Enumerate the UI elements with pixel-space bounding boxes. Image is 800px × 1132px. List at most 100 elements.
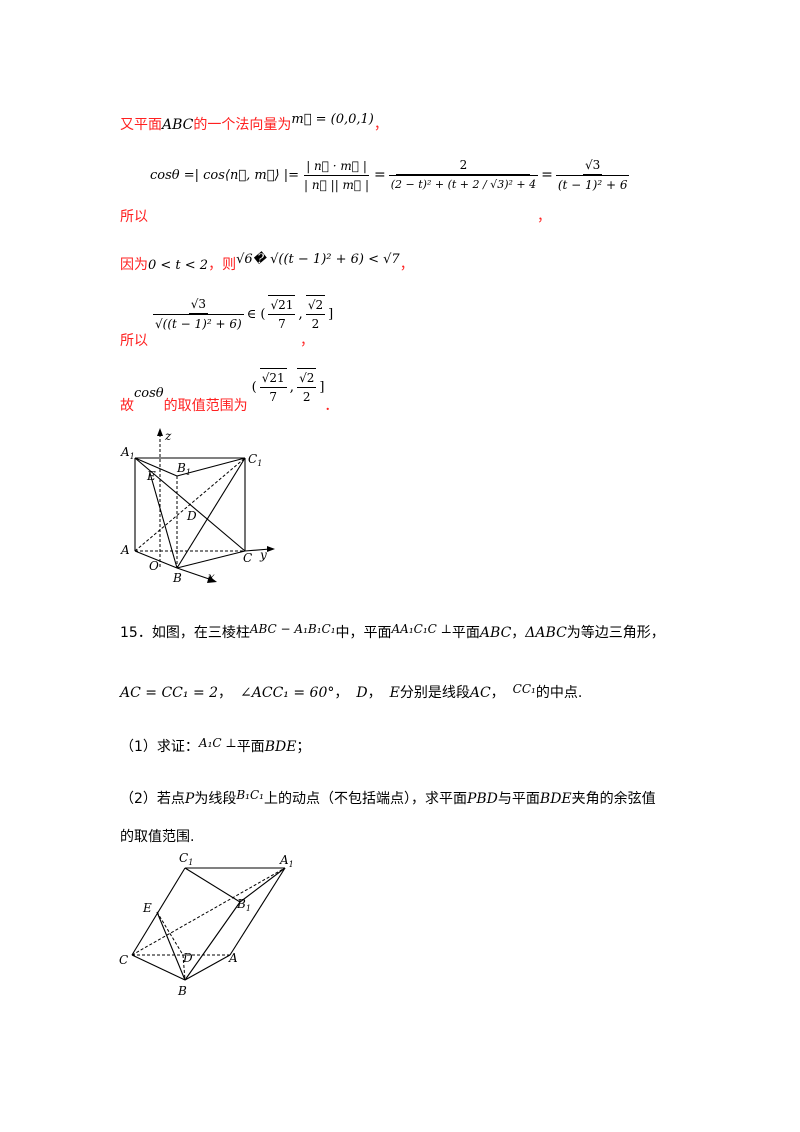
fraction: √2 2 (305, 295, 326, 333)
math: E (389, 685, 400, 701)
fraction: 2 (2 − t)² + (t + 2 / √3)² + 4 (388, 156, 539, 194)
figure-oblique-prism: C1 A1 E B1 C D A B (119, 851, 294, 998)
math: PBD (466, 791, 498, 807)
fraction: √2 2 (297, 368, 317, 406)
text-comma: ， (537, 209, 551, 225)
math: cosθ =| cos⟨n⃗, m⃗⟩ |= (150, 167, 300, 183)
numerator: √3 (188, 295, 208, 314)
text: 又平面 (120, 117, 162, 133)
text: 平面 (236, 739, 265, 755)
math: 0 < t < 2 (148, 258, 209, 273)
numerator: √2 (305, 295, 326, 315)
math: CC₁ (512, 682, 536, 696)
math: ABC (162, 117, 194, 133)
math: ΔABC (525, 625, 567, 641)
denominator: √((t − 1)² + 6) (153, 314, 244, 333)
math: ∈ ( (246, 306, 266, 322)
text: 上的动点（不包括端点），求平面 (263, 791, 467, 807)
text: 15．如图，在三棱柱 (120, 625, 250, 641)
math: D (356, 685, 368, 701)
math: = (541, 167, 553, 183)
denominator: | n⃗ || m⃗ | (304, 177, 369, 192)
label-E: E (146, 469, 156, 483)
numerator: 2 (396, 156, 531, 175)
math: P (184, 791, 195, 807)
math: √6� √((t − 1)² + 6) < √7 (236, 252, 400, 267)
text: 夹角的余弦值 (571, 791, 656, 807)
fraction: √3 √((t − 1)² + 6) (153, 295, 244, 333)
text: 的取值范围为 (163, 398, 248, 414)
numerator: √2 (297, 368, 317, 388)
formula-range: √3 √((t − 1)² + 6) ∈ ( √21 7 , √2 2 ] (150, 295, 333, 333)
text: （2）若点 (120, 791, 185, 807)
line-since: 因为0 < t < 2，则√6� √((t − 1)² + 6) < √7， (120, 252, 414, 274)
text: ， (399, 257, 414, 273)
text: 为等边三角形， (566, 625, 665, 641)
text: ， (511, 625, 526, 641)
text: ， (334, 685, 349, 701)
math: AA₁C₁C ⊥ (391, 622, 452, 636)
text: 的中点. (535, 685, 583, 701)
math: ∠ACC₁ = 60° (240, 685, 335, 701)
problem-15-q2: （2）若点P为线段B₁C₁上的动点（不包括端点），求平面PBD与平面BDE夹角的… (120, 788, 656, 808)
text: 与平面 (497, 791, 540, 807)
problem-15-q2-cont: 的取值范围. (120, 829, 195, 845)
label-C: C (119, 953, 128, 967)
numerator: √3 (583, 156, 603, 175)
math: BDE (539, 791, 572, 807)
denominator: (t − 1)² + 6 (555, 175, 630, 194)
label-B: B (172, 571, 182, 585)
text: ， (373, 117, 388, 133)
math: ] (328, 306, 334, 322)
denominator: 7 (269, 390, 277, 404)
label-D: D (186, 509, 197, 523)
text: ，则 (208, 257, 237, 273)
text: ， (367, 685, 382, 701)
line-normal-vector: 又平面ABC的一个法向量为m⃗ = (0,0,1)， (120, 112, 388, 134)
numerator: | n⃗ · m⃗ | (304, 157, 369, 176)
math: ABC − A₁B₁C₁ (249, 622, 336, 636)
label-B: B (177, 984, 187, 998)
label-D: D (182, 951, 193, 965)
label-B1: B1 (236, 897, 251, 913)
text: ； (296, 739, 311, 755)
problem-15-q1: （1）求证：A₁C ⊥平面BDE； (120, 736, 310, 756)
text: 因为 (120, 257, 148, 273)
text: ， (218, 685, 233, 701)
text: 的一个法向量为 (193, 117, 292, 133)
math: = (374, 167, 386, 183)
math: ( (251, 379, 257, 395)
denominator: 2 (311, 317, 320, 331)
denominator: 7 (278, 317, 286, 331)
math: AC (469, 685, 491, 701)
denominator: (2 − t)² + (t + 2 / √3)² + 4 (388, 175, 539, 194)
math: BDE (264, 739, 297, 755)
label-C: C (243, 551, 252, 565)
label-z: z (164, 429, 172, 443)
text: ， (490, 685, 505, 701)
text: 为线段 (194, 791, 237, 807)
text-so: 所以 (120, 209, 148, 225)
label-x: x (208, 570, 215, 584)
math: m⃗ = (0,0,1) (291, 112, 374, 127)
label-A1: A1 (279, 853, 294, 869)
problem-15-line1: 15．如图，在三棱柱ABC − A₁B₁C₁中，平面AA₁C₁C ⊥平面ABC，… (120, 622, 665, 642)
text-comma: ， (300, 333, 314, 349)
interval: ( √21 7 , √2 2 ] (251, 368, 324, 406)
text: 平面 (451, 625, 480, 641)
label-C1: C1 (179, 851, 193, 867)
text: 故 (120, 398, 134, 414)
fraction: | n⃗ · m⃗ | | n⃗ || m⃗ | (302, 157, 371, 194)
label-A: A (120, 543, 130, 557)
math: ABC (479, 625, 512, 641)
problem-15-line2: AC = CC₁ = 2， ∠ACC₁ = 60°， D， E分别是线段AC， CC₁的… (120, 682, 582, 702)
numerator: √21 (259, 368, 287, 388)
text-so-2: 所以 (120, 333, 148, 349)
math: A₁C ⊥ (198, 736, 237, 750)
label-A: A (228, 951, 238, 965)
math: AC = CC₁ = 2 (120, 685, 219, 701)
label-E: E (142, 901, 152, 915)
figure-prism-axes: A1 z B1 C1 E D A O B C y x (120, 428, 275, 585)
math: , (289, 379, 295, 395)
line-conclusion: 故 cosθ 的取值范围为 ( √21 7 , √2 2 ] ． (120, 368, 338, 414)
